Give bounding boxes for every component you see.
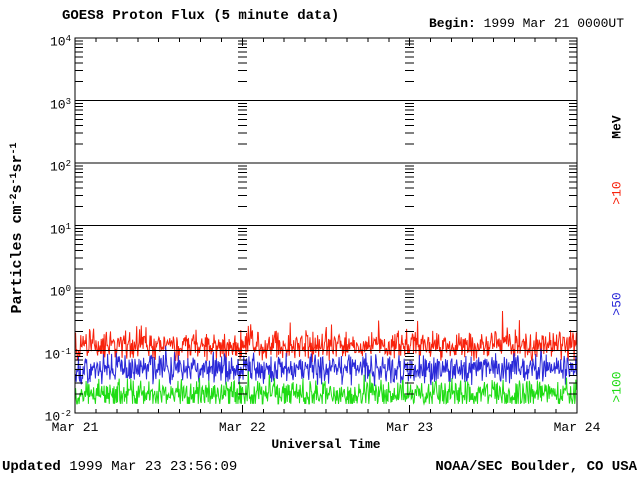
x-axis-title: Universal Time — [271, 437, 381, 452]
legend-entry-gt50: >50 — [609, 292, 625, 316]
series-line-gt100-mev — [74, 370, 578, 406]
x-tick-label: Mar 21 — [51, 420, 99, 435]
updated-timestamp: Updated 1999 Mar 23 23:56:09 — [2, 459, 237, 475]
y-tick-label: 10-2 — [44, 409, 71, 425]
begin-value: 1999 Mar 21 0000UT — [475, 16, 625, 31]
legend-unit-label: MeV — [609, 115, 625, 139]
series-line-gt10-mev — [74, 310, 578, 363]
legend-entry-gt10: >10 — [609, 181, 625, 205]
begin-timestamp: Begin: 1999 Mar 21 0000UT — [429, 16, 624, 31]
legend-entry-gt100: >100 — [609, 371, 625, 403]
y-tick-label: 10-1 — [44, 346, 71, 362]
y-tick-label: 104 — [49, 34, 71, 50]
updated-value: 1999 Mar 23 23:56:09 — [60, 459, 238, 475]
y-tick-label: 103 — [49, 96, 71, 112]
y-tick-label: 102 — [49, 159, 71, 175]
y-axis-title: Particles cm-2s-1sr-1 — [9, 142, 26, 314]
x-tick-label: Mar 22 — [218, 420, 266, 435]
series-line-gt50-mev — [74, 345, 578, 387]
updated-prefix: Updated — [2, 459, 61, 475]
x-tick-label: Mar 23 — [386, 420, 434, 435]
y-tick-label: 101 — [49, 221, 71, 237]
chart-title: GOES8 Proton Flux (5 minute data) — [62, 8, 340, 24]
x-tick-label: Mar 24 — [553, 420, 601, 435]
credit-label: NOAA/SEC Boulder, CO USA — [435, 459, 637, 475]
begin-prefix: Begin: — [429, 16, 476, 31]
y-tick-label: 100 — [49, 284, 71, 300]
